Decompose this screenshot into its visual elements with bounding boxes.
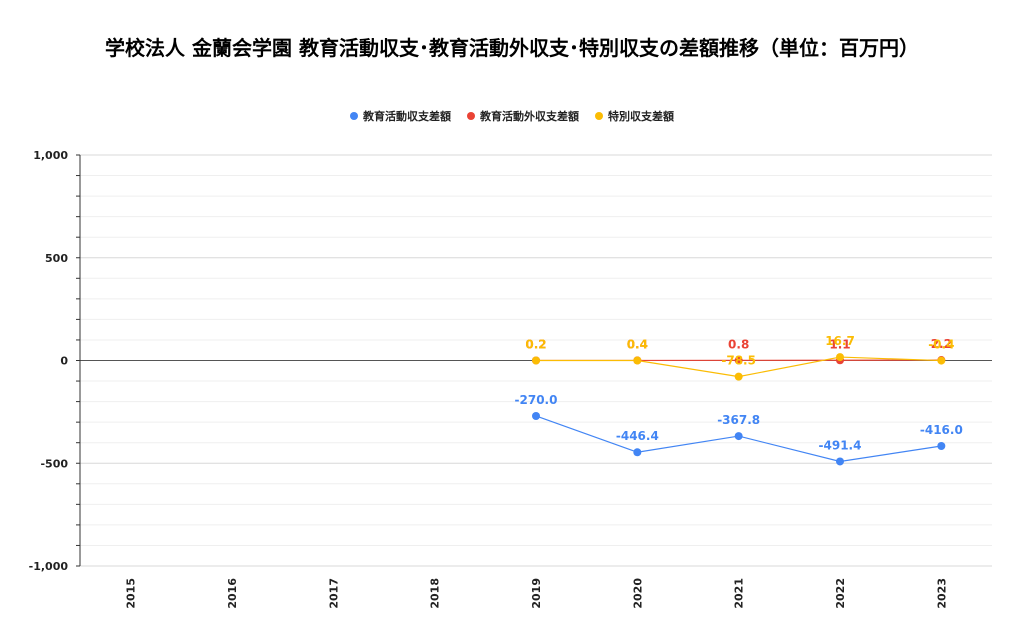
y-tick-label: 0 bbox=[60, 355, 68, 368]
x-tick-label: 2022 bbox=[834, 578, 847, 609]
data-point bbox=[734, 432, 743, 441]
data-label: -446.4 bbox=[616, 429, 659, 443]
legend-item: 特別収支差額 bbox=[595, 108, 674, 124]
legend-item: 教育活動収支差額 bbox=[350, 108, 451, 124]
data-label: -367.8 bbox=[717, 413, 760, 427]
x-tick-label: 2020 bbox=[631, 578, 644, 609]
data-label: 1.1 bbox=[829, 337, 850, 351]
y-tick-label: 500 bbox=[45, 252, 68, 265]
data-point bbox=[633, 448, 642, 457]
data-point bbox=[734, 356, 743, 365]
data-label: 2.2 bbox=[931, 337, 952, 351]
data-label: 0.8 bbox=[728, 337, 749, 351]
data-point bbox=[633, 356, 642, 365]
x-tick-label: 2023 bbox=[935, 578, 948, 609]
data-label: 0.4 bbox=[627, 337, 648, 351]
data-label: 0.2 bbox=[525, 337, 546, 351]
data-label: 0.2 bbox=[525, 338, 546, 352]
data-point bbox=[734, 372, 743, 381]
data-label: 0.4 bbox=[627, 338, 648, 352]
legend-label: 特別収支差額 bbox=[608, 110, 674, 123]
y-tick-label: -1,000 bbox=[29, 560, 69, 573]
data-label: -416.0 bbox=[920, 423, 963, 437]
legend-marker bbox=[350, 112, 358, 120]
x-tick-label: 2018 bbox=[429, 578, 442, 609]
data-point bbox=[532, 411, 540, 420]
data-label: 16.7 bbox=[825, 334, 855, 348]
x-tick-label: 2021 bbox=[733, 578, 746, 609]
data-label: -491.4 bbox=[819, 438, 862, 452]
data-label: -270.0 bbox=[515, 393, 558, 407]
data-point bbox=[937, 356, 946, 365]
x-tick-label: 2016 bbox=[226, 578, 239, 609]
legend-label: 教育活動外収支差額 bbox=[480, 110, 579, 123]
x-tick-label: 2019 bbox=[530, 578, 543, 609]
data-point bbox=[532, 356, 540, 365]
legend-label: 教育活動収支差額 bbox=[363, 110, 451, 123]
y-tick-label: -500 bbox=[40, 457, 68, 470]
legend: 教育活動収支差額 教育活動外収支差額 特別収支差額 bbox=[0, 108, 1024, 124]
data-label: -78.5 bbox=[721, 354, 756, 368]
data-point bbox=[836, 353, 844, 362]
data-label: -0.4 bbox=[928, 338, 954, 352]
x-tick-label: 2015 bbox=[125, 578, 138, 609]
data-point bbox=[937, 441, 946, 450]
legend-item: 教育活動外収支差額 bbox=[467, 108, 579, 124]
chart-title: 学校法人 金蘭会学園 教育活動収支･教育活動外収支･特別収支の差額推移（単位：百… bbox=[105, 36, 919, 60]
data-point bbox=[836, 457, 844, 466]
y-tick-label: 1,000 bbox=[33, 149, 68, 162]
legend-marker bbox=[595, 112, 603, 120]
legend-marker bbox=[467, 112, 475, 120]
x-tick-label: 2017 bbox=[327, 578, 340, 609]
